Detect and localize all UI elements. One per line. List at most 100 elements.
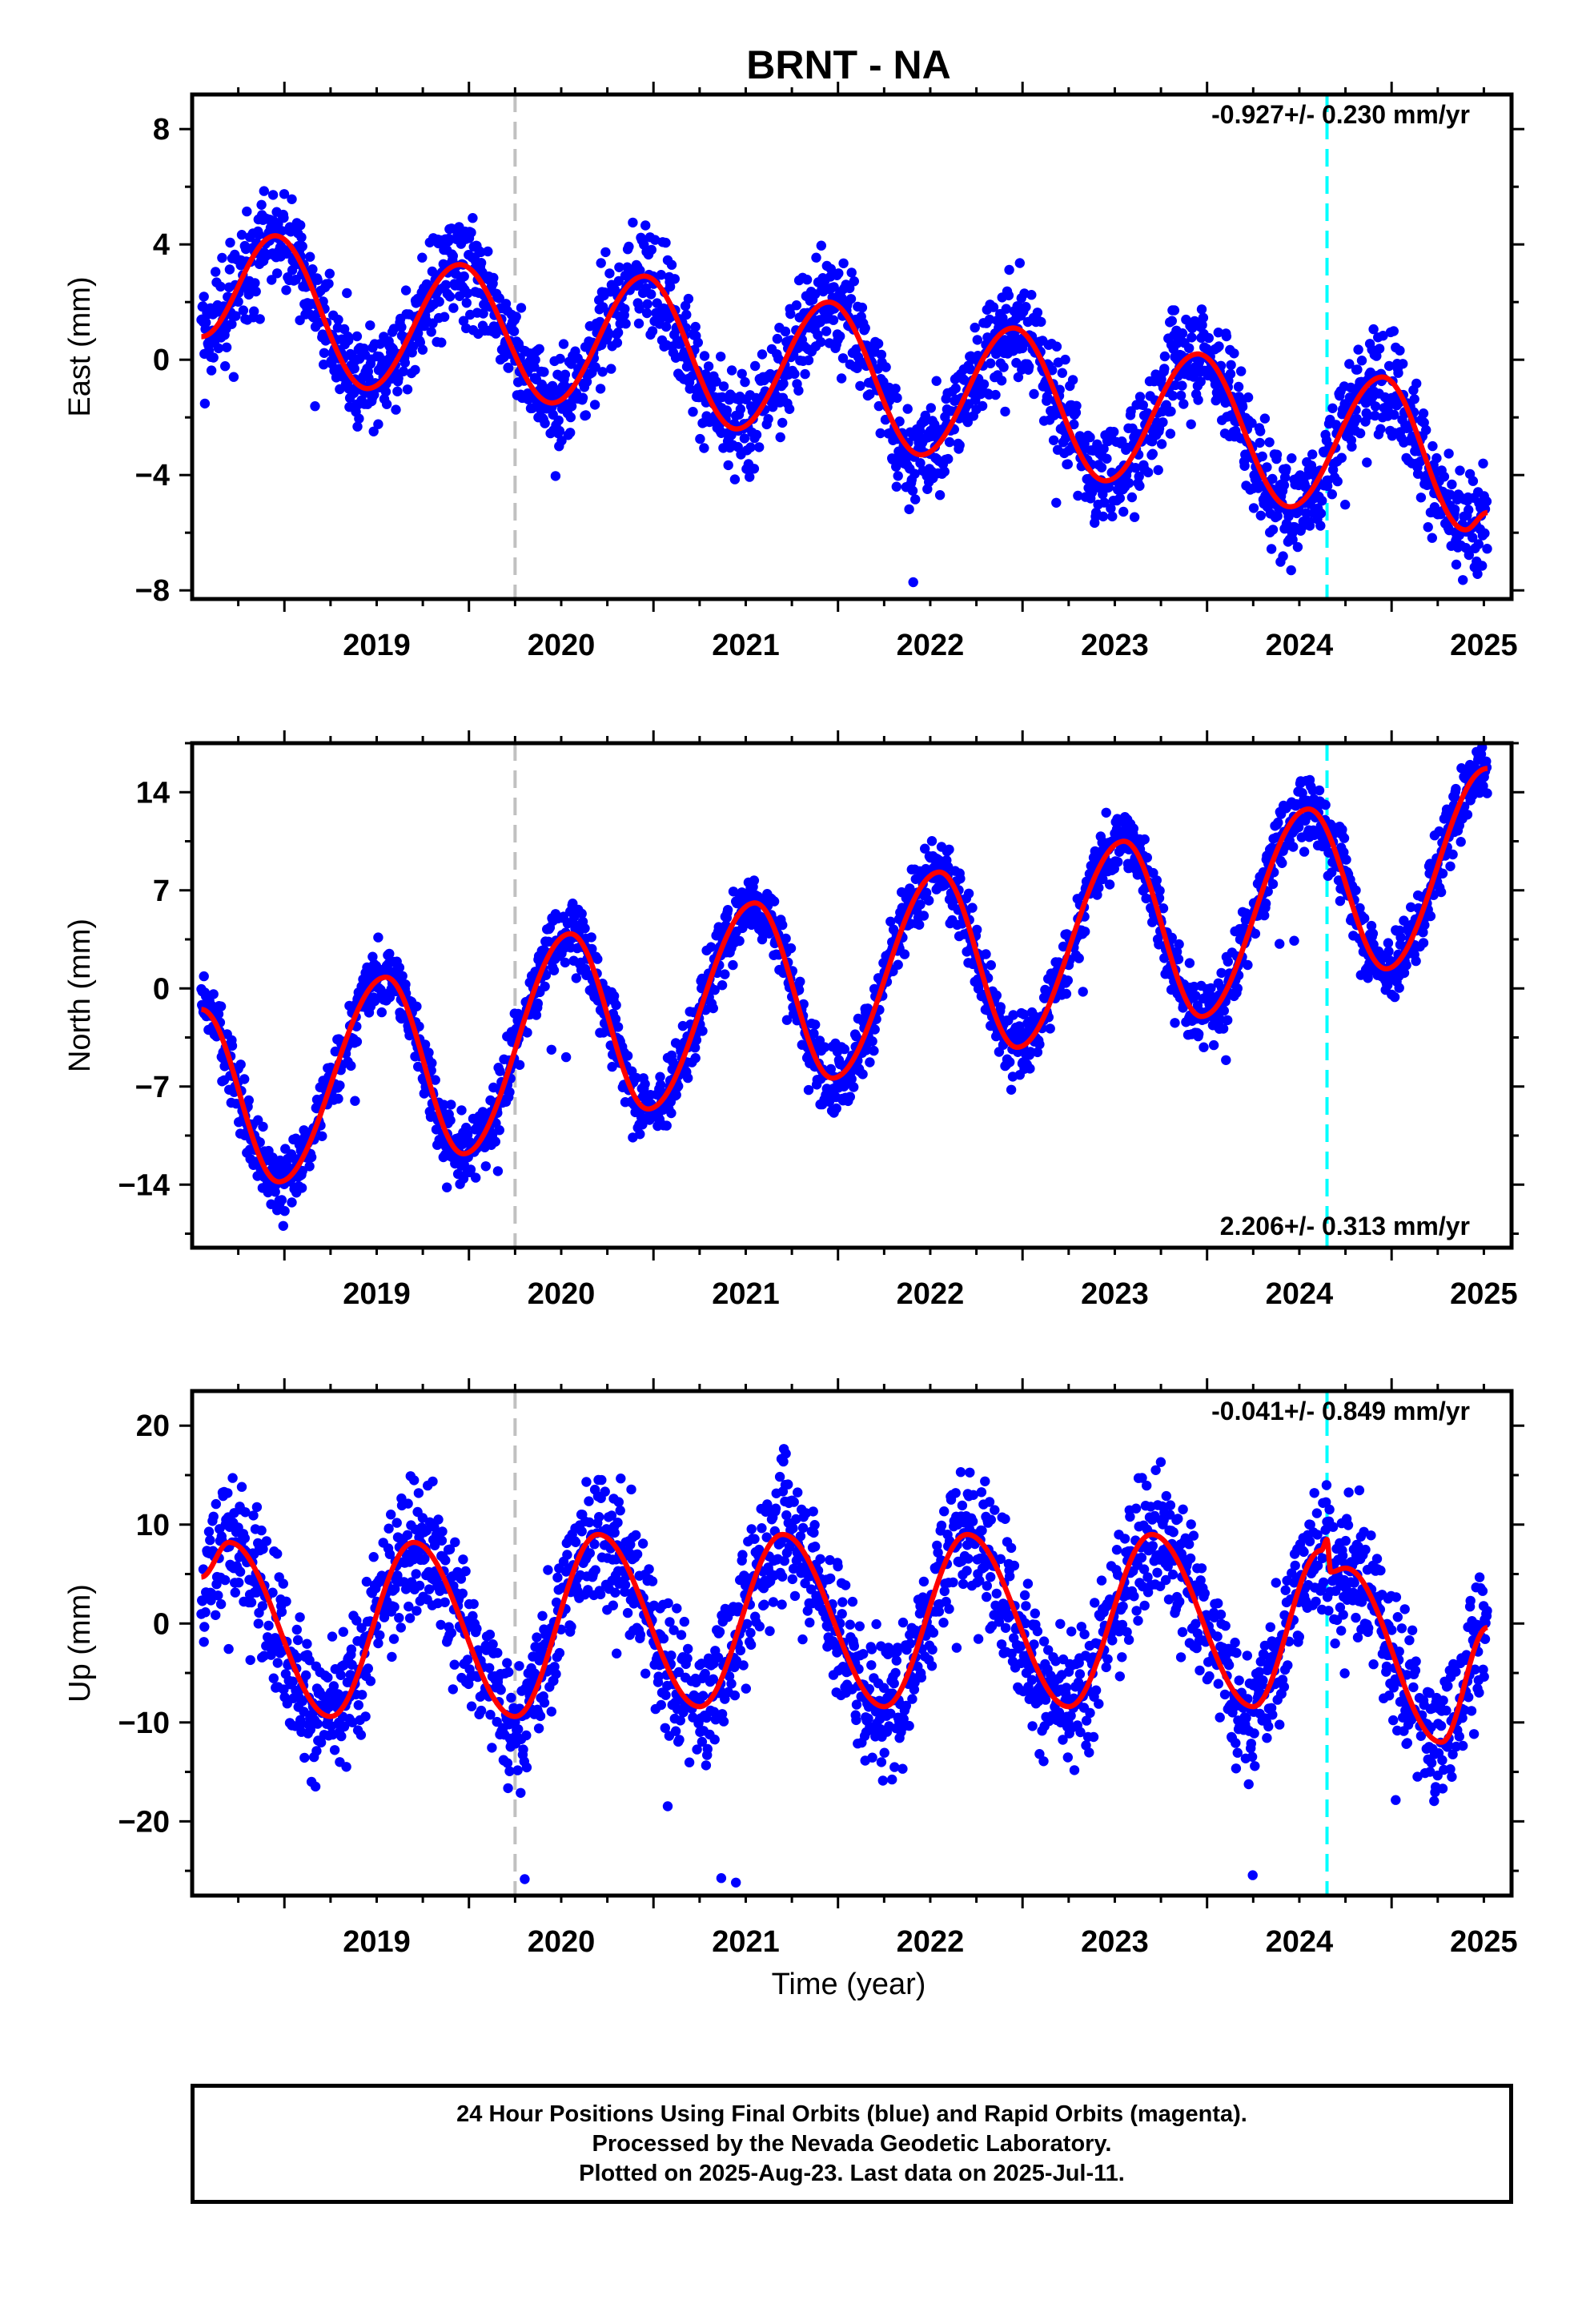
east-data-point (439, 312, 450, 322)
east-data-point (1468, 533, 1478, 543)
north-data-point (995, 1002, 1006, 1012)
north-data-point (522, 1027, 532, 1038)
east-data-point (716, 352, 726, 362)
up-data-point (323, 1672, 333, 1683)
east-data-point (1353, 344, 1363, 355)
north-data-point (1032, 1047, 1043, 1058)
north-data-point (1411, 955, 1421, 967)
east-data-point (565, 412, 576, 423)
east-data-point (1455, 465, 1465, 476)
east-data-point (1225, 368, 1236, 380)
east-data-point (1356, 356, 1367, 366)
east-data-point (494, 293, 504, 304)
east-data-point (483, 246, 493, 257)
east-data-point (816, 240, 826, 251)
east-data-point (749, 464, 760, 474)
east-data-point (434, 296, 444, 307)
panel-north: 2019 2020 2021 2022 2023 2024 20251470−7−14Nor… (63, 730, 1524, 1311)
east-y-tick-label: −8 (135, 574, 170, 608)
east-data-point (690, 321, 701, 332)
east-data-point (910, 494, 921, 505)
east-frame (190, 92, 1514, 601)
east-data-point (669, 274, 680, 284)
north-y-tick-label: 0 (153, 972, 170, 1006)
east-data-point (1221, 331, 1232, 342)
up-data-point (211, 1610, 221, 1621)
east-data-point (881, 362, 891, 372)
east-data-point (984, 314, 995, 325)
north-data-point (1034, 1039, 1045, 1050)
north-data-point (1477, 743, 1488, 753)
up-data-point (230, 1587, 240, 1598)
east-data-point (1447, 479, 1457, 490)
north-data-point (586, 932, 596, 943)
east-data-point (683, 293, 694, 304)
north-data-point (1098, 874, 1108, 885)
east-data-point (986, 358, 996, 368)
east-data-point (972, 335, 983, 345)
east-data-point (565, 428, 576, 438)
east-data-point (1138, 400, 1149, 411)
east-data-point (1443, 448, 1454, 459)
east-data-point (780, 326, 791, 337)
east-data-point (596, 258, 606, 268)
up-data-point (220, 1574, 231, 1586)
north-data-point (1128, 823, 1139, 834)
north-data-point (722, 905, 733, 915)
east-data-point (772, 333, 783, 344)
east-data-point (991, 348, 1002, 360)
east-data-point (580, 410, 591, 420)
east-data-point (1011, 357, 1022, 368)
east-data-point (1029, 388, 1039, 400)
north-data-point (490, 1136, 500, 1147)
north-data-point (825, 1063, 837, 1075)
north-data-point (1045, 1023, 1055, 1034)
east-data-point (436, 337, 447, 348)
north-data-point (631, 1072, 642, 1084)
east-data-point (1304, 521, 1315, 531)
east-data-point (1351, 413, 1362, 424)
north-data-point (1025, 1047, 1036, 1057)
east-data-point (448, 303, 459, 313)
east-x-tick-label: 2019 (343, 629, 411, 662)
north-data-point (569, 911, 580, 923)
north-data-point (1395, 932, 1406, 943)
east-data-point (1248, 503, 1259, 513)
east-data-point (1229, 348, 1239, 359)
north-data-point (661, 1120, 672, 1131)
east-data-point (597, 367, 608, 377)
east-data-point (640, 220, 651, 231)
east-y-axis-label: East (mm) (63, 276, 97, 416)
north-data-point (1170, 1018, 1180, 1028)
east-data-point (1418, 408, 1429, 419)
east-data-point (369, 389, 379, 400)
east-data-point (1197, 320, 1207, 331)
east-data-point (208, 352, 219, 363)
north-data-point (424, 1047, 434, 1058)
north-data-point (1418, 938, 1429, 948)
east-data-point (238, 305, 249, 316)
east-data-point (646, 244, 656, 255)
north-data-point (885, 916, 896, 927)
north-data-point (899, 949, 910, 959)
east-data-point (857, 302, 868, 313)
up-data-point (281, 1596, 291, 1607)
east-data-point (1398, 359, 1408, 369)
north-data-point (346, 1060, 356, 1072)
north-data-point (846, 1074, 857, 1084)
east-data-point (1375, 424, 1386, 434)
north-data-point (749, 875, 760, 886)
north-data-point (845, 1092, 856, 1102)
north-data-point (914, 919, 925, 931)
east-data-point (259, 186, 269, 196)
east-data-point (1198, 312, 1209, 323)
north-data-point (612, 1022, 624, 1032)
north-data-point (495, 1066, 505, 1076)
north-data-point (258, 1121, 268, 1132)
north-data-point (986, 960, 997, 971)
east-data-point (977, 400, 988, 412)
north-data-point (1394, 983, 1404, 993)
east-data-point (555, 353, 565, 364)
east-data-point (1177, 328, 1188, 339)
east-data-point (634, 304, 644, 314)
